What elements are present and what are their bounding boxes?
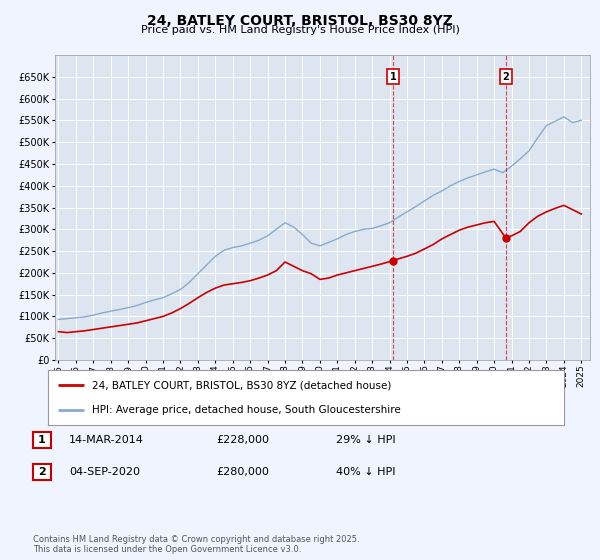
Text: Price paid vs. HM Land Registry's House Price Index (HPI): Price paid vs. HM Land Registry's House …: [140, 25, 460, 35]
Text: 2: 2: [38, 467, 46, 477]
Text: 04-SEP-2020: 04-SEP-2020: [69, 467, 140, 477]
Text: 24, BATLEY COURT, BRISTOL, BS30 8YZ: 24, BATLEY COURT, BRISTOL, BS30 8YZ: [147, 14, 453, 28]
Text: 40% ↓ HPI: 40% ↓ HPI: [336, 467, 395, 477]
Text: 29% ↓ HPI: 29% ↓ HPI: [336, 435, 395, 445]
Text: £228,000: £228,000: [216, 435, 269, 445]
Text: Contains HM Land Registry data © Crown copyright and database right 2025.
This d: Contains HM Land Registry data © Crown c…: [33, 535, 359, 554]
Text: 14-MAR-2014: 14-MAR-2014: [69, 435, 144, 445]
Text: 1: 1: [38, 435, 46, 445]
Text: 24, BATLEY COURT, BRISTOL, BS30 8YZ (detached house): 24, BATLEY COURT, BRISTOL, BS30 8YZ (det…: [92, 380, 391, 390]
Text: £280,000: £280,000: [216, 467, 269, 477]
Text: 2: 2: [502, 72, 509, 82]
Text: 1: 1: [390, 72, 397, 82]
Text: HPI: Average price, detached house, South Gloucestershire: HPI: Average price, detached house, Sout…: [92, 404, 401, 414]
